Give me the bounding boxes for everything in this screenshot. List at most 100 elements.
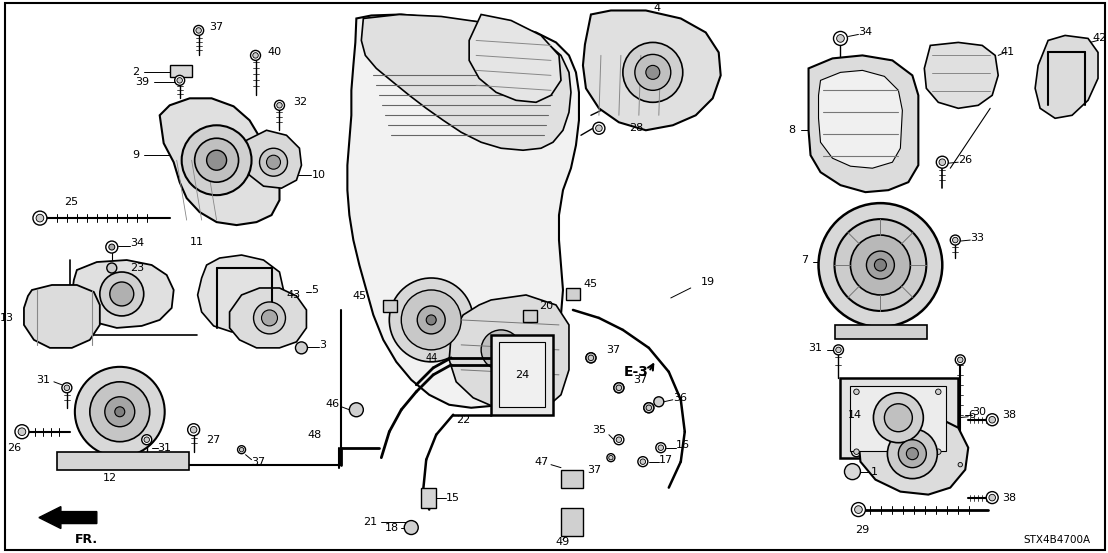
Circle shape	[851, 235, 911, 295]
Text: 31: 31	[809, 343, 822, 353]
Text: 37: 37	[209, 23, 224, 33]
Text: 42: 42	[1092, 33, 1106, 44]
Text: 45: 45	[583, 279, 597, 289]
Circle shape	[955, 355, 965, 365]
Text: 47: 47	[535, 457, 548, 467]
Circle shape	[142, 435, 152, 445]
Polygon shape	[160, 98, 279, 225]
Circle shape	[640, 459, 646, 465]
Text: 40: 40	[267, 48, 281, 58]
Circle shape	[275, 100, 285, 110]
Text: 33: 33	[971, 233, 984, 243]
Text: 45: 45	[352, 291, 367, 301]
Text: 12: 12	[103, 473, 116, 483]
Text: 10: 10	[311, 170, 326, 180]
Circle shape	[833, 32, 848, 45]
Circle shape	[899, 440, 926, 468]
Circle shape	[854, 506, 862, 513]
Text: 46: 46	[326, 399, 339, 409]
Text: 30: 30	[972, 407, 986, 417]
Polygon shape	[819, 70, 902, 168]
Circle shape	[75, 367, 165, 457]
Circle shape	[614, 435, 624, 445]
Circle shape	[105, 397, 135, 427]
Circle shape	[586, 353, 596, 363]
Polygon shape	[72, 260, 174, 328]
Text: 19: 19	[700, 277, 715, 287]
Bar	[383, 300, 398, 312]
Polygon shape	[24, 285, 100, 348]
Text: 32: 32	[294, 97, 308, 107]
Circle shape	[18, 428, 25, 436]
Text: STX4B4700A: STX4B4700A	[1023, 535, 1090, 545]
Text: 8: 8	[789, 126, 796, 135]
Circle shape	[835, 347, 841, 353]
Text: 38: 38	[1003, 493, 1016, 503]
Text: 28: 28	[629, 123, 643, 133]
Circle shape	[888, 429, 937, 479]
Circle shape	[986, 492, 998, 504]
Circle shape	[110, 282, 134, 306]
Circle shape	[646, 65, 659, 79]
Circle shape	[935, 389, 941, 394]
Circle shape	[616, 385, 622, 390]
Text: 4: 4	[654, 3, 660, 13]
Circle shape	[196, 28, 202, 33]
Text: E-3: E-3	[624, 365, 648, 379]
Circle shape	[935, 449, 941, 455]
Text: 5: 5	[311, 285, 318, 295]
Text: 27: 27	[206, 435, 220, 445]
Circle shape	[936, 156, 948, 168]
Circle shape	[237, 446, 246, 453]
Polygon shape	[809, 55, 919, 192]
Polygon shape	[229, 288, 307, 348]
Text: 26: 26	[7, 443, 21, 453]
Circle shape	[933, 387, 943, 397]
Circle shape	[33, 211, 47, 225]
Text: 34: 34	[859, 28, 873, 38]
Circle shape	[833, 345, 843, 355]
Text: 24: 24	[515, 370, 530, 380]
Circle shape	[593, 122, 605, 134]
Bar	[835, 325, 927, 339]
Text: 37: 37	[633, 375, 647, 385]
Text: 34: 34	[130, 238, 144, 248]
Circle shape	[635, 54, 670, 90]
Polygon shape	[924, 43, 998, 108]
Circle shape	[906, 448, 919, 460]
Circle shape	[259, 148, 287, 176]
Circle shape	[250, 50, 260, 60]
Circle shape	[644, 403, 654, 413]
Text: 20: 20	[538, 301, 553, 311]
Circle shape	[837, 35, 844, 42]
Bar	[851, 386, 946, 451]
Circle shape	[239, 447, 244, 452]
Text: 18: 18	[386, 523, 399, 533]
Circle shape	[106, 263, 116, 273]
Circle shape	[956, 461, 964, 468]
Circle shape	[866, 251, 894, 279]
Text: 35: 35	[592, 425, 606, 435]
Text: 38: 38	[1003, 410, 1016, 420]
Circle shape	[933, 447, 943, 457]
Circle shape	[195, 138, 238, 182]
Polygon shape	[469, 14, 561, 102]
Circle shape	[654, 397, 664, 407]
Circle shape	[253, 53, 258, 58]
Polygon shape	[449, 295, 570, 412]
Polygon shape	[1035, 35, 1098, 118]
Circle shape	[296, 342, 307, 354]
Text: 9: 9	[133, 150, 140, 160]
Polygon shape	[583, 11, 720, 131]
Bar	[523, 310, 537, 322]
Text: 11: 11	[189, 237, 204, 247]
Circle shape	[844, 463, 861, 479]
Circle shape	[851, 503, 865, 517]
Text: 15: 15	[447, 493, 460, 503]
Text: 43: 43	[287, 290, 300, 300]
Text: 29: 29	[855, 525, 870, 535]
Bar	[170, 65, 192, 77]
Circle shape	[646, 405, 652, 410]
Circle shape	[389, 278, 473, 362]
Circle shape	[64, 385, 70, 390]
